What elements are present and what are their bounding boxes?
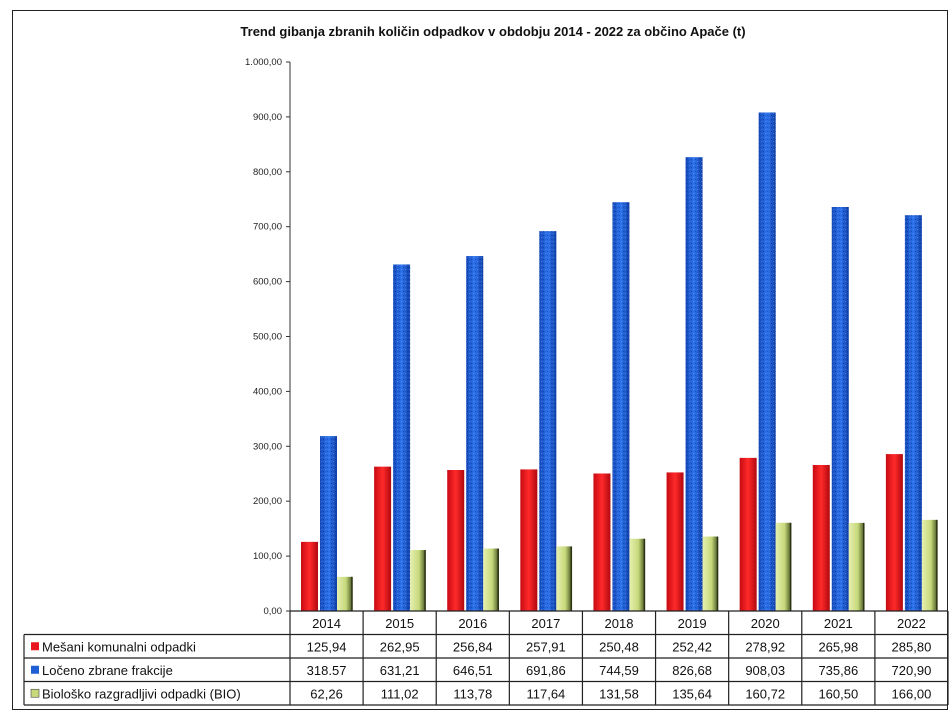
data-label: 318.57 (307, 663, 347, 678)
y-tick-label: 200,00 (253, 496, 282, 507)
y-tick-label: 500,00 (253, 332, 282, 343)
data-label: 285,80 (892, 639, 932, 654)
bar-mesani-2014 (301, 541, 318, 611)
bar-mesani-2015 (374, 466, 392, 611)
data-label: 252,42 (672, 639, 712, 654)
data-label: 131,58 (599, 686, 639, 701)
data-label: 691,86 (526, 663, 566, 678)
data-label: 113,78 (453, 686, 492, 701)
data-label: 265,98 (818, 639, 858, 654)
bar-mesani-2016 (447, 469, 465, 611)
bar-texture (612, 202, 630, 611)
y-tick-label: 1.000,00 (245, 57, 282, 68)
bar-bio-2019 (702, 536, 718, 611)
data-label: 135,64 (672, 686, 712, 701)
legend-label: Ločeno zbrane frakcije (42, 663, 173, 678)
data-label: 250,48 (599, 639, 639, 654)
data-label: 257,91 (526, 639, 566, 654)
data-label: 278,92 (745, 639, 785, 654)
bar-bio-2017 (556, 546, 572, 611)
data-label: 166,00 (892, 686, 932, 701)
data-label: 631,21 (380, 663, 420, 678)
bar-texture (539, 231, 557, 611)
bar-mesani-2017 (520, 469, 538, 611)
data-label: 826,68 (672, 663, 712, 678)
x-tick-label: 2019 (678, 616, 707, 631)
data-label: 117,64 (526, 686, 565, 701)
x-tick-label: 2022 (897, 616, 926, 631)
y-tick-label: 600,00 (253, 277, 282, 288)
bar-bio-2015 (410, 550, 426, 611)
y-axis: 0,00 100,00 200,00 300,00 400,00 500,00 600,00… (245, 57, 291, 617)
bar-mesani-2021 (812, 464, 830, 611)
data-label: 735,86 (818, 663, 858, 678)
x-tick-label: 2014 (312, 616, 341, 631)
bar-texture (685, 157, 703, 611)
data-label: 256,84 (453, 639, 493, 654)
data-label: 111,02 (381, 686, 419, 701)
x-tick-label: 2021 (824, 616, 853, 631)
x-tick-label: 2016 (458, 616, 487, 631)
bar-bio-2020 (775, 522, 791, 611)
bar-texture (904, 215, 922, 612)
y-tick-label: 400,00 (253, 386, 282, 397)
x-tick-label: 2018 (605, 616, 634, 631)
bar-bio-2018 (629, 538, 645, 611)
data-label: 125,94 (307, 639, 347, 654)
bars (290, 112, 948, 612)
y-tick-label: 100,00 (253, 551, 282, 562)
bar-mesani-2019 (666, 472, 684, 611)
legend-label: Mešani komunalni odpadki (42, 639, 196, 654)
bar-bio-2022 (921, 519, 937, 611)
bar-texture (393, 264, 411, 611)
data-label: 646,51 (453, 663, 493, 678)
bar-bio-2016 (483, 548, 499, 611)
y-tick-label: 300,00 (253, 441, 282, 452)
y-tick-label: 700,00 (253, 222, 282, 233)
x-tick-label: 2015 (385, 616, 414, 631)
bar-mesani-2018 (593, 473, 611, 611)
bar-bio-2014 (337, 576, 352, 611)
x-tick-label: 2017 (531, 616, 560, 631)
y-tick-label: 0,00 (264, 606, 283, 617)
bar-texture (466, 256, 484, 611)
data-label: 160,72 (745, 686, 785, 701)
chart-title: Trend gibanja zbranih količin odpadkov v… (240, 24, 745, 39)
x-tick-label: 2020 (751, 616, 780, 631)
legend-key-0 (31, 642, 39, 651)
data-label: 744,59 (599, 663, 639, 678)
bar-bio-2021 (848, 522, 864, 611)
data-table: 2014 2015 2016 2017 2018 2019 2020 2021 2022 Meša… (23, 610, 949, 706)
bar-mesani-2020 (739, 457, 757, 611)
data-label: 908,03 (745, 663, 785, 678)
bar-texture (831, 207, 849, 611)
data-label: 160,50 (818, 686, 858, 701)
data-label: 720,90 (892, 663, 932, 678)
y-tick-label: 900,00 (253, 112, 282, 123)
bar-texture (758, 112, 776, 612)
legend-label: Biološko razgradljivi odpadki (BIO) (42, 686, 241, 701)
y-tick-label: 800,00 (253, 167, 282, 178)
legend-key-2 (30, 688, 40, 698)
legend-key-1 (31, 665, 39, 674)
data-label: 262,95 (380, 639, 420, 654)
chart-frame (12, 10, 948, 710)
bar-texture (320, 436, 337, 611)
bar-mesani-2022 (885, 454, 903, 611)
data-label: 62,26 (310, 686, 343, 701)
